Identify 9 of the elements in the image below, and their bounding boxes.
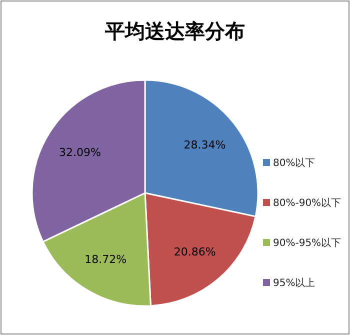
chart-title: 平均送达率分布: [104, 19, 245, 43]
legend-label: 80%-90%以下: [273, 197, 342, 209]
legend-label: 95%以上: [273, 277, 316, 289]
legend-label: 90%-95%以下: [273, 237, 342, 249]
data-label: 20.86%: [174, 245, 216, 258]
data-label: 32.09%: [59, 146, 101, 160]
data-label: 28.34%: [184, 138, 226, 152]
data-label: 18.72%: [84, 253, 127, 266]
legend-label: 80%以下: [273, 157, 316, 169]
